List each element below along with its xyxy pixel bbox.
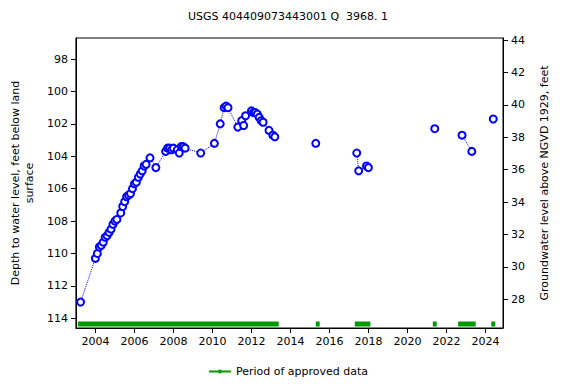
svg-text:2016: 2016 (315, 335, 343, 348)
svg-text:2006: 2006 (120, 335, 148, 348)
svg-text:106: 106 (47, 182, 68, 195)
svg-text:36: 36 (511, 163, 525, 176)
svg-text:32: 32 (511, 228, 525, 241)
svg-text:2008: 2008 (159, 335, 187, 348)
svg-text:34: 34 (511, 196, 525, 209)
svg-text:98: 98 (54, 53, 68, 66)
svg-text:2022: 2022 (432, 335, 460, 348)
svg-text:2004: 2004 (81, 335, 109, 348)
svg-text:Groundwater level above NGVD 1: Groundwater level above NGVD 1929, feet (538, 65, 551, 301)
svg-text:2024: 2024 (471, 335, 499, 348)
svg-text:2012: 2012 (237, 335, 265, 348)
svg-text:Depth to water level, feet bel: Depth to water level, feet below land (9, 81, 22, 286)
svg-text:114: 114 (47, 312, 68, 325)
svg-text:2018: 2018 (354, 335, 382, 348)
svg-text:38: 38 (511, 131, 525, 144)
svg-text:USGS 404409073443001 Q 3968.: USGS 404409073443001 Q 3968. 1 (188, 10, 388, 23)
svg-text:100: 100 (47, 85, 68, 98)
svg-text:2010: 2010 (198, 335, 226, 348)
svg-text:44: 44 (511, 34, 525, 47)
svg-text:112: 112 (47, 279, 68, 292)
svg-text:102: 102 (47, 117, 68, 130)
svg-text:30: 30 (511, 260, 525, 273)
svg-text:2014: 2014 (276, 335, 304, 348)
svg-text:108: 108 (47, 215, 68, 228)
svg-text:surface: surface (23, 162, 36, 203)
svg-text:28: 28 (511, 293, 525, 306)
svg-text:110: 110 (47, 247, 68, 260)
svg-text:Period of approved data: Period of approved data (236, 365, 368, 378)
svg-text:104: 104 (47, 150, 68, 163)
svg-text:42: 42 (511, 66, 525, 79)
svg-text:40: 40 (511, 98, 525, 111)
svg-text:2020: 2020 (393, 335, 421, 348)
